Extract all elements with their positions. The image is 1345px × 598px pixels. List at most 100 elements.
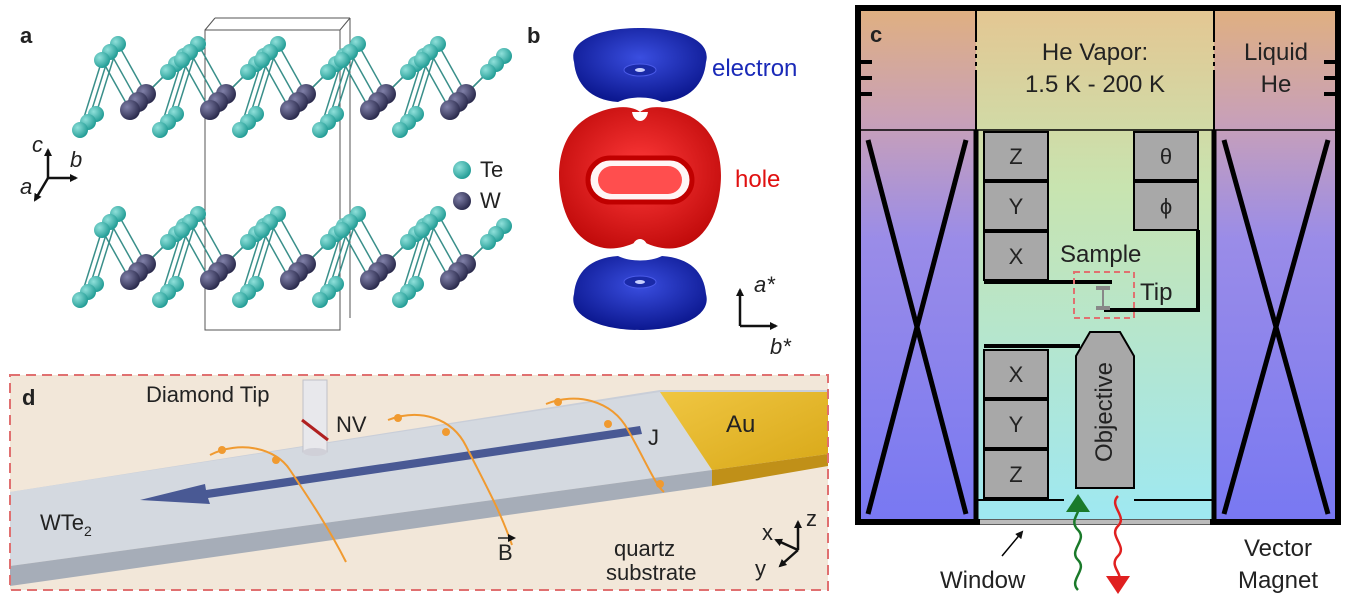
diamond-tip-pillar — [302, 379, 328, 453]
quartz-label-1: quartz — [614, 536, 675, 561]
upper-positioner-stack: Z Y X — [983, 131, 1049, 281]
tip-plate — [1096, 306, 1110, 310]
te-atom — [414, 52, 430, 68]
reciprocal-axes — [736, 288, 778, 330]
electron-pocket-bottom — [573, 256, 707, 330]
te-atom — [160, 64, 176, 80]
te-atom — [174, 222, 190, 238]
field-line-dots — [218, 398, 664, 488]
te-atom — [312, 292, 328, 308]
rot-theta: θ — [1160, 144, 1172, 169]
lower-stack-y: Y — [1009, 412, 1024, 437]
lower-positioner-stack: X Y Z — [983, 349, 1049, 499]
te-atom — [72, 292, 88, 308]
vapor-label-2: 1.5 K - 200 K — [1025, 71, 1165, 98]
rot-phi: ϕ — [1160, 194, 1172, 219]
lower-stack-z: Z — [1009, 462, 1022, 487]
vector-magnet-label-2: Magnet — [1238, 567, 1318, 594]
te-atom — [400, 64, 416, 80]
axis-c-label: c — [32, 132, 43, 157]
te-atom — [152, 292, 168, 308]
panel-c: c He Vapor: 1.5 K - 200 K Liquid He Z Y … — [855, 5, 1341, 594]
emission-beam — [1106, 495, 1130, 594]
te-atom — [480, 234, 496, 250]
axis-astar-label: a* — [754, 272, 776, 297]
wte-strip-top — [10, 392, 712, 566]
panel-a: a c b a Te W — [20, 17, 512, 331]
magnet-right — [1214, 8, 1338, 522]
excitation-beam — [1066, 494, 1090, 591]
upper-stack-z: Z — [1009, 144, 1022, 169]
diamond-tip-end — [303, 448, 327, 456]
vector-magnet-label-1: Vector — [1244, 535, 1312, 562]
liquid-level-ticks — [858, 60, 1338, 96]
lower-stack-x: X — [1009, 362, 1024, 387]
te-atom — [392, 292, 408, 308]
objective-label: Objective — [1091, 362, 1118, 462]
magnet-left — [858, 8, 976, 522]
panel-c-label: c — [870, 22, 882, 47]
sample-plate — [1096, 286, 1110, 290]
w-atom — [120, 270, 140, 290]
te-atom — [480, 64, 496, 80]
electron-label: electron — [712, 55, 797, 82]
te-atom — [94, 52, 110, 68]
panel-d-frame — [9, 374, 829, 591]
w-atom — [120, 100, 140, 120]
axis-x-label: x — [762, 520, 773, 545]
w-atom — [360, 270, 380, 290]
current-j-label: J — [648, 425, 659, 450]
liquid-he-label-1: Liquid — [1244, 39, 1308, 66]
panel-d: Diamond Tip NV J Au WTe2 B quartz substr… — [9, 374, 829, 591]
panel-b-label: b — [527, 23, 540, 48]
te-atom — [320, 64, 336, 80]
panel-d-label: d — [22, 385, 35, 410]
upper-stack-x: X — [1009, 244, 1024, 269]
te-atom — [240, 234, 256, 250]
upper-stack-y: Y — [1009, 194, 1024, 219]
objective-body — [1075, 331, 1135, 489]
legend-w-label: W — [480, 188, 501, 213]
w-atom — [200, 270, 220, 290]
sample-label: Sample — [1060, 241, 1141, 268]
te-atom — [334, 52, 350, 68]
axis-b-label: b — [70, 147, 82, 172]
electron-pocket-top — [573, 28, 707, 102]
axis-z-label: z — [806, 506, 817, 531]
field-lines — [209, 397, 665, 563]
vapor-label-1: He Vapor: — [1042, 39, 1148, 66]
w-atom — [360, 100, 380, 120]
legend-te-dot — [453, 161, 471, 179]
te-atom — [94, 222, 110, 238]
window-pointer — [1001, 530, 1024, 557]
magnet-coil-left — [865, 139, 969, 515]
tip-arm — [1104, 230, 1200, 312]
te-atom — [414, 222, 430, 238]
w-atom — [280, 100, 300, 120]
axis-y-label: y — [755, 556, 766, 581]
crystal-axes — [33, 148, 78, 202]
te-atom — [152, 122, 168, 138]
te-atom — [254, 222, 270, 238]
quartz-label-2: substrate — [606, 560, 697, 585]
te-atom — [392, 122, 408, 138]
te-atom — [174, 52, 190, 68]
crystal-structure — [72, 36, 512, 308]
nv-label: NV — [336, 412, 367, 437]
w-atom — [200, 100, 220, 120]
panel-b: b electron hole a* b* — [527, 23, 797, 359]
te-atom — [320, 234, 336, 250]
te-atom — [232, 292, 248, 308]
panel-a-label: a — [20, 23, 33, 48]
legend-w-dot — [453, 192, 471, 210]
liquid-he-label-2: He — [1261, 71, 1292, 98]
hole-label: hole — [735, 166, 780, 193]
te-atom — [240, 64, 256, 80]
w-atom — [280, 270, 300, 290]
au-label: Au — [726, 411, 755, 438]
te-atom — [160, 234, 176, 250]
sample-axes — [774, 520, 802, 568]
wte-strip-side — [10, 470, 712, 586]
magnet-coil-right — [1221, 139, 1331, 515]
